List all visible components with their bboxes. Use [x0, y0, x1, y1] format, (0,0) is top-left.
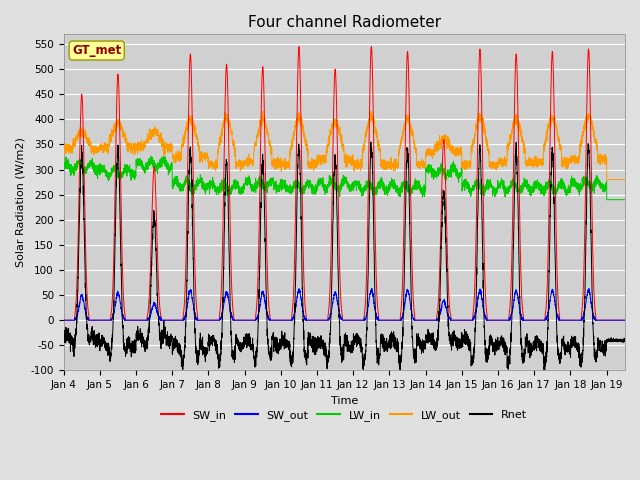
Line: LW_out: LW_out	[63, 111, 625, 180]
Rnet	[621, 337, 628, 343]
LW_in	[228, 185, 236, 191]
Line: Rnet: Rnet	[63, 142, 625, 372]
LW_in	[520, 183, 528, 189]
LW_out	[603, 177, 611, 182]
LW_out	[572, 158, 580, 164]
LW_out	[60, 148, 67, 154]
Rnet	[102, 341, 110, 347]
Title: Four channel Radiometer: Four channel Radiometer	[248, 15, 441, 30]
Line: SW_in: SW_in	[63, 47, 625, 320]
SW_in	[462, 317, 470, 323]
Text: GT_met: GT_met	[72, 44, 122, 57]
Rnet	[462, 342, 470, 348]
Rnet	[572, 340, 580, 346]
LW_in	[102, 169, 110, 175]
SW_in	[228, 301, 236, 307]
LW_in	[621, 197, 628, 203]
LW_in	[60, 162, 67, 168]
SW_in	[60, 317, 67, 323]
Line: SW_out: SW_out	[63, 288, 625, 320]
Rnet	[208, 334, 216, 340]
Rnet	[540, 369, 548, 375]
LW_in	[209, 181, 216, 187]
Legend: SW_in, SW_out, LW_in, LW_out, Rnet: SW_in, SW_out, LW_in, LW_out, Rnet	[157, 406, 531, 425]
SW_out	[208, 317, 216, 323]
SW_in	[520, 317, 528, 323]
LW_out	[228, 138, 236, 144]
SW_in	[621, 317, 628, 323]
SW_out	[520, 317, 528, 323]
LW_in	[603, 197, 611, 203]
SW_in	[102, 317, 110, 323]
Rnet	[520, 352, 528, 358]
LW_out	[102, 145, 110, 151]
SW_out	[60, 317, 67, 323]
LW_in	[147, 153, 155, 159]
SW_out	[102, 317, 110, 323]
SW_in	[572, 317, 580, 323]
Rnet	[367, 139, 375, 145]
Rnet	[60, 331, 67, 337]
Line: LW_in: LW_in	[63, 156, 625, 200]
LW_out	[621, 177, 628, 182]
LW_out	[462, 159, 470, 165]
X-axis label: Time: Time	[331, 396, 358, 406]
LW_out	[367, 108, 375, 114]
SW_in	[208, 317, 216, 323]
LW_in	[462, 183, 470, 189]
SW_out	[462, 317, 470, 323]
SW_in	[295, 44, 303, 49]
SW_out	[368, 286, 376, 291]
Rnet	[228, 348, 236, 354]
Y-axis label: Solar Radiation (W/m2): Solar Radiation (W/m2)	[15, 137, 25, 267]
LW_in	[572, 180, 580, 186]
LW_out	[520, 149, 528, 155]
LW_out	[208, 163, 216, 168]
SW_out	[228, 315, 236, 321]
SW_out	[572, 317, 580, 323]
SW_out	[621, 317, 628, 323]
